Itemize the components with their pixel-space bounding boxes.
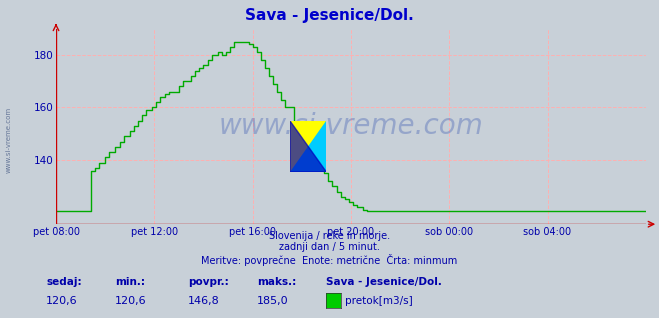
Text: Sava - Jesenice/Dol.: Sava - Jesenice/Dol.	[245, 8, 414, 23]
Text: 120,6: 120,6	[46, 296, 78, 306]
Text: www.si-vreme.com: www.si-vreme.com	[219, 112, 483, 141]
Text: 120,6: 120,6	[115, 296, 147, 306]
Polygon shape	[290, 121, 326, 172]
Polygon shape	[290, 121, 326, 172]
Text: pretok[m3/s]: pretok[m3/s]	[345, 296, 413, 306]
Text: maks.:: maks.:	[257, 277, 297, 287]
Text: zadnji dan / 5 minut.: zadnji dan / 5 minut.	[279, 242, 380, 252]
Text: sedaj:: sedaj:	[46, 277, 82, 287]
Text: Sava - Jesenice/Dol.: Sava - Jesenice/Dol.	[326, 277, 442, 287]
Text: Meritve: povprečne  Enote: metrične  Črta: minmum: Meritve: povprečne Enote: metrične Črta:…	[202, 254, 457, 266]
Text: min.:: min.:	[115, 277, 146, 287]
Text: Slovenija / reke in morje.: Slovenija / reke in morje.	[269, 231, 390, 240]
Text: povpr.:: povpr.:	[188, 277, 229, 287]
Text: 146,8: 146,8	[188, 296, 219, 306]
Text: 185,0: 185,0	[257, 296, 289, 306]
Polygon shape	[290, 121, 326, 172]
Text: www.si-vreme.com: www.si-vreme.com	[5, 107, 11, 173]
